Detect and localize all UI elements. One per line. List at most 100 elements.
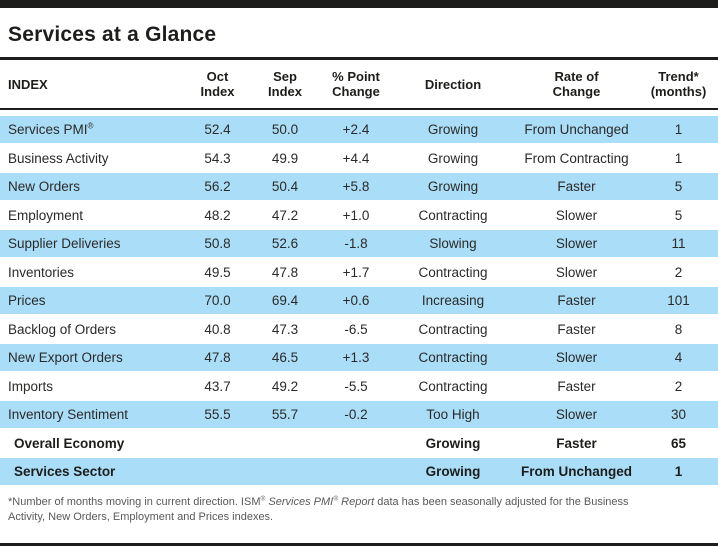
cell-rate: Slower [555, 236, 598, 251]
cell-sep: 47.8 [271, 264, 299, 280]
top-divider-bar [0, 0, 718, 8]
cell-trend: 1 [674, 464, 683, 479]
cell-sep: 50.0 [271, 122, 299, 137]
column-header-sep-index: Sep Index [268, 69, 302, 99]
cell-direction: Slowing [429, 236, 477, 251]
cell-rate: Slower [555, 207, 598, 223]
page-title: Services at a Glance [8, 23, 217, 46]
cell-sep: 47.3 [271, 321, 299, 337]
cell-change: +1.7 [342, 264, 370, 280]
table-row: Imports 43.7 49.2 -5.5 Contracting Faster 2 [0, 373, 718, 400]
table-row: New Orders 56.2 50.4 +5.8 Growing Faster 5 [0, 173, 718, 200]
bottom-rule [0, 543, 718, 546]
cell-rate: From Unchanged [524, 122, 629, 137]
cell-oct: 56.2 [204, 179, 231, 194]
cell-change: -6.5 [344, 321, 368, 337]
table-row: Business Activity 54.3 49.9 +4.4 Growing From… [0, 145, 718, 172]
row-label: Inventories [8, 264, 75, 280]
cell-sep: 55.7 [271, 407, 299, 422]
row-label: Overall Economy [14, 435, 125, 451]
cell-direction: Growing [427, 150, 479, 166]
cell-sep: 52.6 [271, 236, 299, 251]
table-row: Backlog of Orders 40.8 47.3 -6.5 Contracting… [0, 316, 718, 343]
row-label: New Export Orders [8, 350, 123, 365]
footnote-segment: *Number of months moving in current dire… [8, 496, 261, 508]
column-header-direction: Direction [424, 76, 482, 92]
cell-trend: 5 [674, 207, 683, 223]
table-row: Inventories 49.5 47.8 +1.7 Contracting Slower… [0, 259, 718, 286]
cell-oct: 54.3 [204, 150, 231, 166]
column-header-index: INDEX [8, 76, 48, 92]
cell-change: -5.5 [344, 378, 368, 394]
table-row: Supplier Deliveries 50.8 52.6 -1.8 Slowing Sl… [0, 230, 718, 257]
cell-sep: 47.2 [271, 207, 299, 223]
cell-direction: Too High [426, 407, 480, 422]
cell-rate: Faster [557, 293, 596, 308]
cell-rate: Slower [555, 264, 598, 280]
column-header-oct-index: Oct Index [200, 69, 235, 99]
cell-rate: From Contracting [524, 150, 629, 166]
cell-rate: Faster [556, 435, 597, 451]
cell-change: +4.4 [342, 150, 370, 166]
cell-trend: 30 [670, 407, 687, 422]
title-rule [0, 57, 718, 60]
table-row: Employment 48.2 47.2 +1.0 Contracting Slower 5 [0, 202, 718, 229]
table-body: Services PMI® 52.4 50.0 +2.4 Growing From Unc… [0, 116, 718, 485]
cell-trend: 1 [674, 150, 683, 166]
cell-sep: 46.5 [271, 350, 299, 365]
cell-change: -1.8 [344, 236, 368, 251]
column-header-rate-of-change: Rate of Change [552, 69, 601, 99]
cell-sep: 69.4 [271, 293, 299, 308]
cell-rate: From Unchanged [520, 464, 632, 479]
table-row: Inventory Sentiment 55.5 55.7 -0.2 Too High S… [0, 401, 718, 428]
cell-oct: 70.0 [204, 293, 231, 308]
cell-direction: Increasing [421, 293, 485, 308]
row-label: Employment [8, 207, 84, 223]
cell-rate: Slower [555, 407, 598, 422]
footnote: *Number of months moving in current dire… [8, 495, 658, 525]
cell-oct: 48.2 [204, 207, 231, 223]
cell-oct: 47.8 [204, 350, 231, 365]
column-header-point-change: % Point Change [332, 69, 380, 99]
cell-oct: 43.7 [204, 378, 231, 394]
cell-rate: Faster [557, 179, 596, 194]
column-header-trend-months: Trend* (months) [650, 69, 707, 99]
cell-direction: Growing [427, 179, 479, 194]
footnote-segment: Report [338, 496, 375, 508]
row-label: Business Activity [8, 150, 109, 166]
cell-direction: Growing [425, 464, 481, 479]
cell-rate: Slower [555, 350, 598, 365]
cell-change: -0.2 [344, 407, 368, 422]
row-label: New Orders [8, 179, 81, 194]
table-row: Services Sector Growing From Unchanged 1 [0, 458, 718, 485]
cell-direction: Growing [425, 435, 481, 451]
cell-oct: 49.5 [204, 264, 231, 280]
cell-sep: 50.4 [271, 179, 299, 194]
footnote-segment: data has been seasonally adjusted for th… [8, 496, 629, 523]
cell-direction: Contracting [418, 321, 488, 337]
cell-change: +1.0 [342, 207, 370, 223]
cell-trend: 101 [667, 293, 690, 308]
cell-trend: 8 [674, 321, 683, 337]
cell-change: +2.4 [342, 122, 370, 137]
cell-trend: 11 [671, 236, 686, 251]
cell-trend: 5 [674, 179, 683, 194]
cell-direction: Growing [427, 122, 479, 137]
cell-trend: 65 [670, 435, 687, 451]
cell-rate: Faster [557, 321, 596, 337]
cell-sep: 49.2 [271, 378, 299, 394]
cell-trend: 2 [674, 264, 683, 280]
cell-oct: 50.8 [204, 236, 231, 251]
row-label: Imports [8, 378, 54, 394]
row-label: Services Sector [14, 464, 116, 479]
row-label: Backlog of Orders [8, 321, 117, 337]
footnote-segment: ® [333, 495, 339, 503]
cell-trend: 2 [674, 378, 683, 394]
cell-direction: Contracting [418, 207, 488, 223]
cell-change: +5.8 [342, 179, 370, 194]
cell-trend: 4 [674, 350, 683, 365]
cell-direction: Contracting [418, 264, 488, 280]
table-row: Services PMI® 52.4 50.0 +2.4 Growing From Unc… [0, 116, 718, 143]
row-label: Inventory Sentiment [8, 407, 129, 422]
